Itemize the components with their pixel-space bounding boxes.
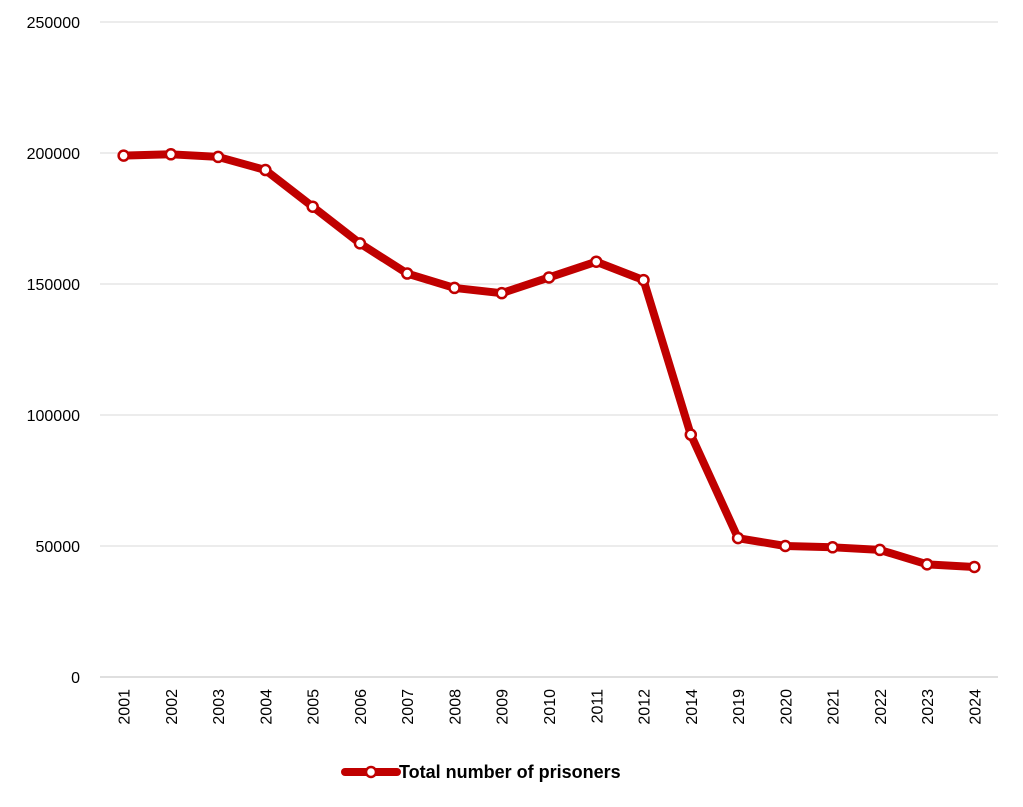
x-tick-label: 2008 bbox=[447, 689, 464, 725]
data-point bbox=[117, 149, 130, 162]
y-tick-label: 100000 bbox=[27, 408, 80, 425]
data-point bbox=[259, 163, 272, 177]
y-axis-tick-labels: 0 50000 100000 150000 200000 250000 bbox=[27, 15, 80, 687]
series-layer bbox=[117, 148, 981, 574]
data-point bbox=[920, 558, 934, 571]
legend-label: Total number of prisoners bbox=[399, 762, 621, 782]
x-tick-label: 2007 bbox=[400, 689, 417, 725]
data-point bbox=[495, 286, 508, 300]
data-point bbox=[684, 428, 698, 441]
x-axis-tick-labels: 2001 2002 2003 2004 2005 2006 2007 2008 2009 2010… bbox=[117, 689, 985, 725]
x-tick-label: 2011 bbox=[589, 689, 606, 724]
y-tick-label: 150000 bbox=[27, 277, 80, 294]
data-point bbox=[164, 148, 178, 161]
x-tick-label: 2020 bbox=[778, 689, 795, 725]
x-tick-label: 2002 bbox=[164, 689, 181, 725]
y-tick-label: 50000 bbox=[36, 539, 81, 556]
x-tick-label: 2024 bbox=[967, 689, 984, 725]
x-tick-label: 2012 bbox=[637, 689, 654, 725]
gridlines bbox=[100, 21, 998, 678]
x-tick-label: 2006 bbox=[353, 689, 370, 725]
x-tick-label: 2014 bbox=[684, 689, 701, 725]
data-point bbox=[637, 273, 650, 287]
x-tick-label: 2009 bbox=[495, 689, 512, 725]
legend: Total number of prisoners bbox=[341, 762, 621, 782]
data-point bbox=[873, 543, 887, 557]
series-line bbox=[119, 150, 979, 571]
x-tick-label: 2010 bbox=[542, 689, 559, 725]
data-point bbox=[353, 237, 367, 250]
data-point bbox=[400, 267, 414, 280]
y-tick-label: 0 bbox=[71, 670, 80, 687]
data-point bbox=[826, 541, 839, 554]
x-tick-label: 2022 bbox=[873, 689, 890, 725]
x-tick-label: 2005 bbox=[306, 689, 323, 725]
x-tick-label: 2004 bbox=[258, 689, 275, 725]
data-point bbox=[731, 531, 745, 545]
data-point bbox=[542, 271, 556, 284]
data-point bbox=[448, 281, 461, 295]
y-tick-label: 250000 bbox=[27, 15, 80, 32]
data-point bbox=[590, 255, 603, 268]
x-tick-label: 2023 bbox=[920, 689, 937, 725]
legend-marker-swatch bbox=[364, 765, 378, 779]
x-tick-label: 2001 bbox=[117, 689, 134, 725]
data-point bbox=[306, 200, 319, 213]
x-tick-label: 2019 bbox=[731, 689, 748, 725]
data-point bbox=[779, 539, 792, 553]
data-point bbox=[211, 150, 225, 164]
x-tick-label: 2021 bbox=[826, 689, 843, 725]
data-point bbox=[968, 560, 981, 574]
y-tick-label: 200000 bbox=[27, 146, 80, 163]
x-tick-label: 2003 bbox=[211, 689, 228, 725]
